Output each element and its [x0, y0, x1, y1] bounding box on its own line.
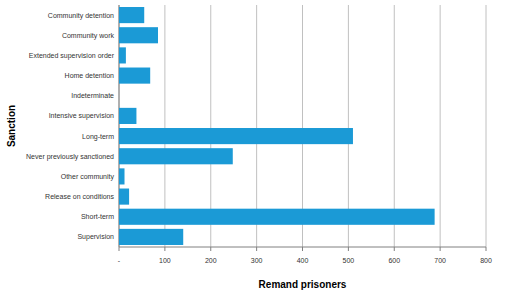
x-axis-title: Remand prisoners — [259, 279, 347, 290]
category-label: Supervision — [77, 233, 114, 241]
bars — [119, 7, 435, 245]
bar — [119, 168, 125, 184]
tick-label: 100 — [159, 257, 171, 264]
x-axis-line — [119, 247, 486, 248]
tick-mark — [394, 247, 395, 251]
category-label: Other community — [61, 173, 115, 181]
category-label: Community work — [62, 32, 115, 40]
tick-mark — [164, 247, 165, 251]
bar — [119, 68, 150, 84]
tick-mark — [119, 247, 120, 251]
tick-mark — [302, 247, 303, 251]
category-label: Intensive supervision — [49, 112, 114, 120]
category-label: Home detention — [65, 72, 115, 79]
chart-svg: - 100 200 300 400 500 600 700 800 Community deten… — [0, 0, 515, 303]
tick-label: 500 — [343, 257, 355, 264]
category-label: Long-term — [82, 133, 114, 141]
tick-label: 300 — [251, 257, 263, 264]
category-label: Community detention — [48, 12, 114, 20]
bar — [119, 27, 158, 43]
y-axis-title: Sanction — [6, 105, 17, 147]
bar — [119, 108, 136, 124]
category-label: Extended supervision order — [29, 52, 115, 60]
tick-label: 600 — [388, 257, 400, 264]
tick-mark — [486, 247, 487, 251]
category-label: Indeterminate — [71, 92, 114, 99]
tick-label: 200 — [205, 257, 217, 264]
grid-line — [440, 5, 441, 247]
category-label: Short-term — [81, 213, 114, 220]
tick-mark — [210, 247, 211, 251]
tick-label: 400 — [297, 257, 309, 264]
tick-mark — [348, 247, 349, 251]
bar — [119, 88, 120, 104]
tick-label: 700 — [434, 257, 446, 264]
tick-mark — [440, 247, 441, 251]
category-label: Never previously sanctioned — [26, 153, 114, 161]
bar — [119, 229, 183, 245]
tick-mark — [256, 247, 257, 251]
bar — [119, 128, 353, 144]
tick-label: - — [118, 257, 121, 264]
bar — [119, 148, 233, 164]
bar — [119, 7, 144, 23]
bar — [119, 209, 435, 225]
category-label: Release on conditions — [45, 193, 114, 200]
chart-container: - 100 200 300 400 500 600 700 800 Community deten… — [0, 0, 515, 303]
tick-label: 800 — [480, 257, 492, 264]
bar — [119, 189, 129, 205]
grid-line — [486, 5, 487, 247]
bar — [119, 47, 126, 63]
